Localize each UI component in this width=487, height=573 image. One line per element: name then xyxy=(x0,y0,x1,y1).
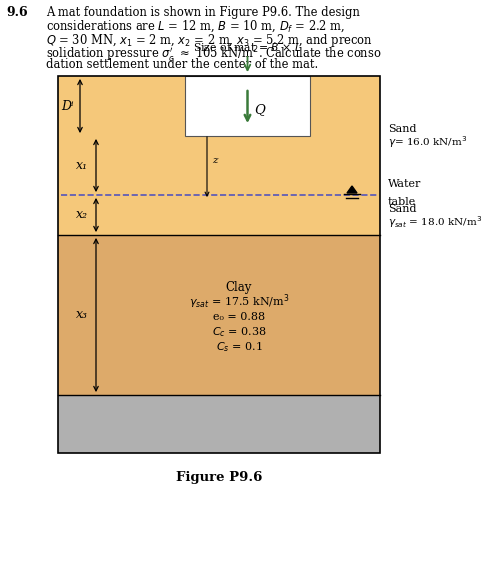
Text: x₁: x₁ xyxy=(76,159,88,172)
Text: z: z xyxy=(212,156,218,165)
Text: Clay: Clay xyxy=(226,281,252,293)
Text: $C_s$ = 0.1: $C_s$ = 0.1 xyxy=(216,340,262,354)
Text: Sand: Sand xyxy=(388,204,416,214)
Bar xyxy=(58,235,380,395)
Bar xyxy=(58,76,380,235)
Text: Figure P9.6: Figure P9.6 xyxy=(176,471,262,484)
Text: solidation pressure $\sigma_c'$ $\approx$ 105 kN/m$^2$. Calculate the conso: solidation pressure $\sigma_c'$ $\approx… xyxy=(46,45,382,65)
Bar xyxy=(185,76,310,136)
Text: Sand: Sand xyxy=(388,124,416,135)
Text: $\gamma_{sat}$ = 18.0 kN/m$^3$: $\gamma_{sat}$ = 18.0 kN/m$^3$ xyxy=(388,214,482,230)
Text: x₃: x₃ xyxy=(76,308,88,321)
Text: $Q$ = 30 MN, $x_1$ = 2 m, $x_2$ = 2 m, $x_3$ = 5.2 m, and precon: $Q$ = 30 MN, $x_1$ = 2 m, $x_2$ = 2 m, $… xyxy=(46,32,373,49)
Text: $C_c$ = 0.38: $C_c$ = 0.38 xyxy=(212,325,266,339)
Text: 9.6: 9.6 xyxy=(6,6,28,19)
Text: table: table xyxy=(388,197,416,207)
Text: Dⁱ: Dⁱ xyxy=(61,100,73,112)
Text: e₀ = 0.88: e₀ = 0.88 xyxy=(213,312,265,322)
Text: x₂: x₂ xyxy=(76,209,88,222)
Text: considerations are $L$ = 12 m, $B$ = 10 m, $D_f$ = 2.2 m,: considerations are $L$ = 12 m, $B$ = 10 … xyxy=(46,19,345,34)
Bar xyxy=(58,76,380,453)
Text: $\gamma_{sat}$ = 17.5 kN/m$^3$: $\gamma_{sat}$ = 17.5 kN/m$^3$ xyxy=(188,293,289,311)
Text: Q: Q xyxy=(255,104,265,116)
Text: Water: Water xyxy=(388,179,421,189)
Polygon shape xyxy=(347,186,357,193)
Text: A mat foundation is shown in Figure P9.6. The design: A mat foundation is shown in Figure P9.6… xyxy=(46,6,360,19)
Text: Size of mat = $B$ × $L$: Size of mat = $B$ × $L$ xyxy=(193,41,302,53)
Text: $\gamma$= 16.0 kN/m$^3$: $\gamma$= 16.0 kN/m$^3$ xyxy=(388,135,468,150)
Bar xyxy=(58,395,380,453)
Text: dation settlement under the center of the mat.: dation settlement under the center of th… xyxy=(46,58,318,71)
